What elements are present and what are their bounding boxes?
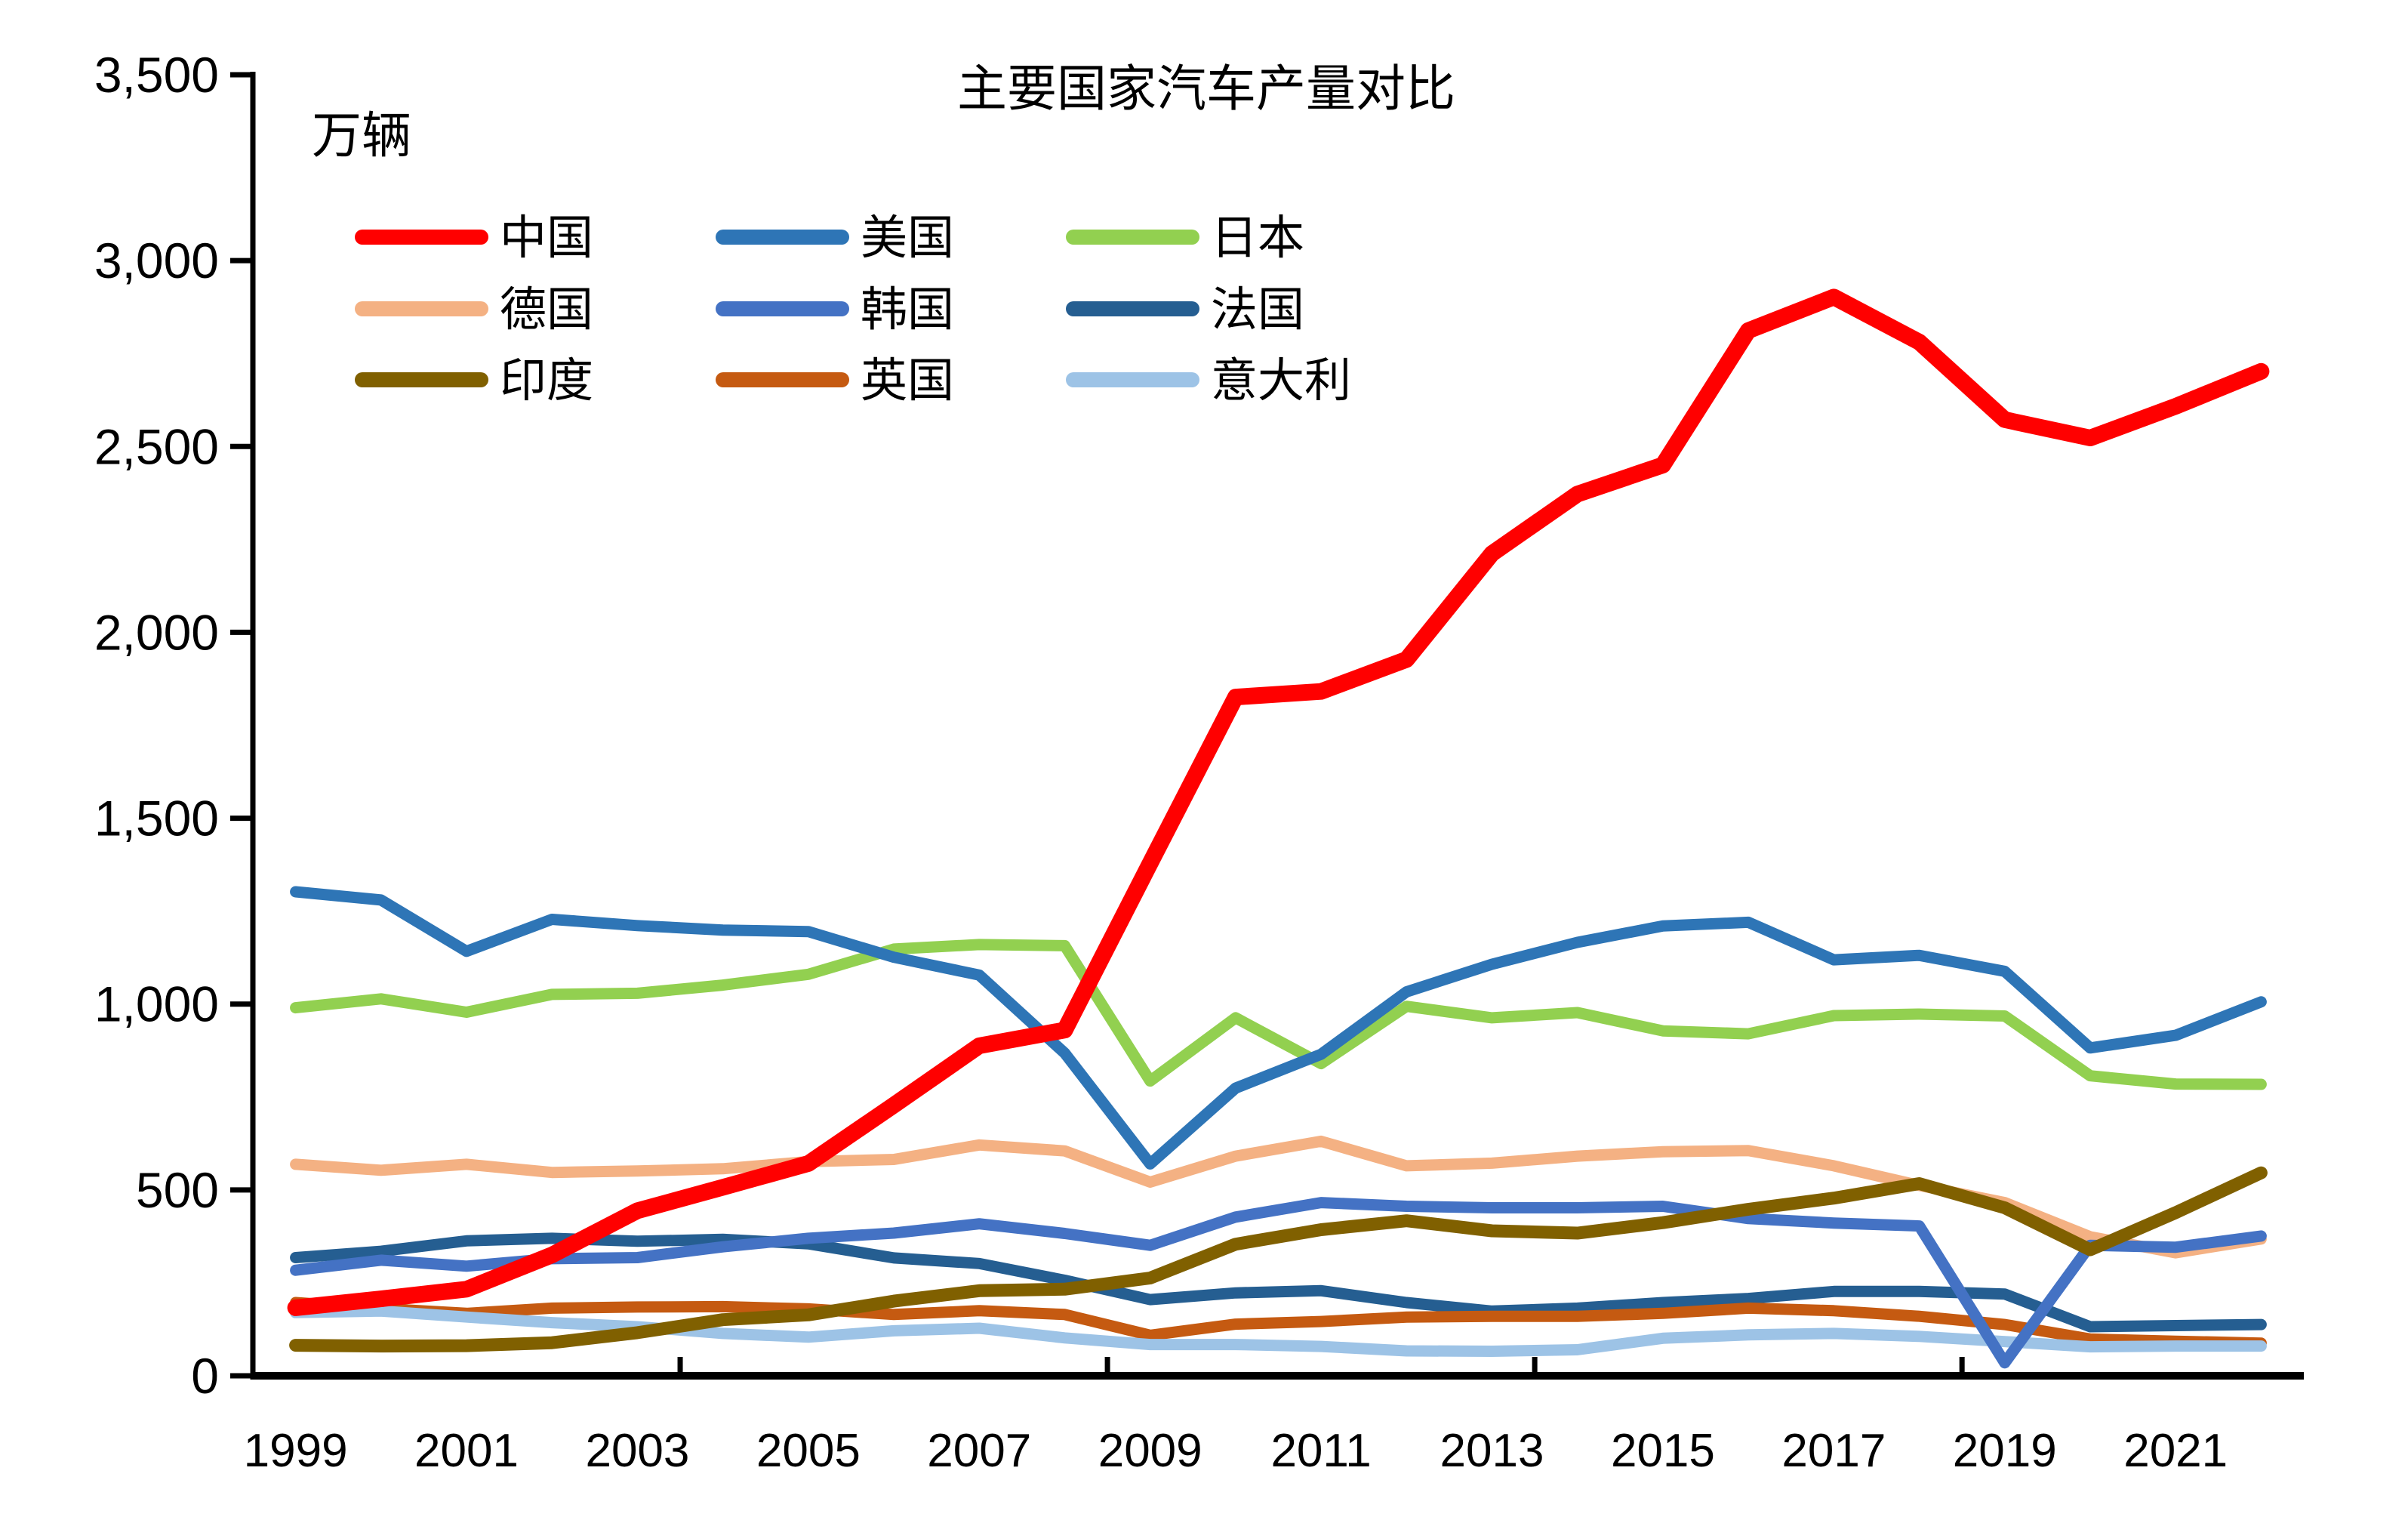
legend-item-korea: 韩国 <box>716 285 954 336</box>
legend-label-france: 法国 <box>1211 285 1304 336</box>
x-axis-tick-label: 2001 <box>414 1425 519 1477</box>
legend-label-korea: 韩国 <box>861 285 954 336</box>
legend-label-uk: 英国 <box>861 356 954 407</box>
x-axis-tick-label: 2005 <box>756 1425 861 1477</box>
legend-label-italy: 意大利 <box>1211 356 1351 407</box>
series-line-india <box>289 1166 2268 1353</box>
legend-swatch-uk <box>716 372 849 387</box>
legend-swatch-france <box>1066 301 1199 316</box>
x-axis-tick-label: 2007 <box>927 1425 1031 1477</box>
legend-label-china: 中国 <box>500 213 593 264</box>
legend-label-germany: 德国 <box>500 285 593 336</box>
legend-swatch-japan <box>1066 230 1199 245</box>
y-axis-tick-label: 0 <box>191 1348 219 1404</box>
series-line-china <box>287 288 2270 1316</box>
legend-label-japan: 日本 <box>1211 213 1304 264</box>
series-line-korea <box>290 1197 2267 1369</box>
y-axis-tick-label: 1,500 <box>94 791 219 846</box>
legend-swatch-china <box>355 230 488 245</box>
series-group <box>287 288 2270 1369</box>
y-axis-tick-label: 2,500 <box>94 418 219 474</box>
x-axis-tick-label: 2021 <box>2123 1425 2228 1477</box>
y-axis-tick-label: 1,000 <box>94 976 219 1032</box>
legend-swatch-india <box>355 372 488 387</box>
x-ticks-group: 1999 2001 2003 2005 2007 2009 2011 2013 2015 2017… <box>244 1357 2228 1477</box>
chart-title: 主要国家汽车产量对比 <box>957 62 1455 117</box>
series-line-usa <box>290 886 2267 1170</box>
series-line-uk <box>290 1297 2267 1349</box>
y-ticks-group: 0 500 1,000 1,500 2,000 2,500 3,000 3,500 <box>94 47 253 1404</box>
legend-item-uk: 英国 <box>716 356 954 407</box>
axes-group <box>250 72 2304 1380</box>
x-axis-tick-label: 2019 <box>1953 1425 2057 1477</box>
legend-item-india: 印度 <box>355 356 593 407</box>
series-line-japan <box>290 939 2267 1090</box>
legend-item-germany: 德国 <box>355 285 593 336</box>
legend-swatch-italy <box>1066 372 1199 387</box>
y-axis-tick-label: 2,000 <box>94 604 219 660</box>
y-axis-tick-label: 500 <box>136 1162 219 1218</box>
legend-label-usa: 美国 <box>861 213 954 264</box>
x-axis-tick-label: 2003 <box>585 1425 689 1477</box>
x-axis-tick-label: 2015 <box>1611 1425 1715 1477</box>
legend-swatch-usa <box>716 230 849 245</box>
x-axis-tick-label: 2013 <box>1440 1425 1544 1477</box>
x-axis-tick-label: 2011 <box>1270 1425 1371 1477</box>
legend-item-italy: 意大利 <box>1066 356 1351 407</box>
legend-label-india: 印度 <box>500 356 593 407</box>
y-axis-tick-label: 3,500 <box>94 47 219 103</box>
x-axis-tick-label: 2009 <box>1098 1425 1202 1477</box>
x-axis-tick-label: 2017 <box>1781 1425 1886 1477</box>
series-line-france <box>290 1232 2267 1333</box>
legend-item-japan: 日本 <box>1066 213 1304 264</box>
legend-item-france: 法国 <box>1066 285 1304 336</box>
series-line-italy <box>290 1305 2267 1357</box>
y-axis-tick-label: 3,000 <box>94 233 219 288</box>
legend-swatch-korea <box>716 301 849 316</box>
legend-item-china: 中国 <box>355 213 593 264</box>
x-axis-tick-label: 1999 <box>244 1425 348 1477</box>
legend-item-usa: 美国 <box>716 213 954 264</box>
legend-swatch-germany <box>355 301 488 316</box>
y-axis-unit-label: 万辆 <box>312 109 411 164</box>
